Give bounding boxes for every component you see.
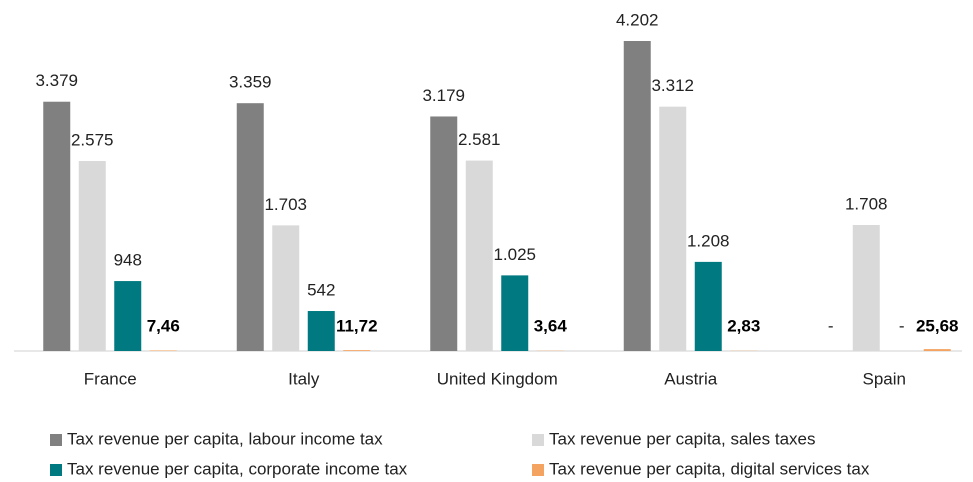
data-label: 2.581 [458, 130, 501, 149]
legend-swatch [50, 434, 62, 446]
data-label: 25,68 [916, 316, 959, 335]
data-label: 1.708 [845, 194, 888, 213]
data-label: 4.202 [616, 10, 659, 29]
data-label: 3.379 [35, 71, 78, 90]
bar [43, 101, 71, 351]
data-label: 1.208 [687, 231, 730, 250]
legend-swatch [50, 464, 62, 476]
bar [623, 41, 651, 351]
data-label: - [828, 316, 834, 335]
bar [430, 116, 458, 351]
bar [343, 350, 371, 351]
bar [272, 225, 300, 351]
data-label: 2.575 [71, 131, 114, 150]
bar [465, 160, 493, 351]
x-tick-label: Austria [664, 369, 717, 388]
x-tick-label: Italy [288, 369, 320, 388]
data-label: 3,64 [534, 316, 568, 335]
data-label: 7,46 [147, 316, 180, 335]
x-tick-label: France [84, 369, 137, 388]
data-label: 2,83 [727, 316, 760, 335]
legend-label: Tax revenue per capita, digital services… [549, 459, 870, 478]
bar [501, 275, 529, 351]
bar [78, 161, 106, 351]
data-label: 3.179 [422, 86, 465, 105]
x-tick-label: Spain [863, 369, 906, 388]
data-label: - [899, 316, 905, 335]
data-label: 3.312 [651, 76, 694, 95]
data-label: 1.703 [264, 195, 307, 214]
legend-label: Tax revenue per capita, corporate income… [67, 459, 408, 478]
bar [114, 281, 142, 351]
data-label: 3.359 [229, 73, 272, 92]
data-label: 542 [307, 280, 335, 299]
legend-label: Tax revenue per capita, sales taxes [549, 429, 815, 448]
legend-swatch [532, 434, 544, 446]
bar [923, 349, 951, 351]
x-tick-label: United Kingdom [437, 369, 558, 388]
bar [307, 311, 335, 351]
bar [659, 106, 687, 351]
legend-label: Tax revenue per capita, labour income ta… [67, 429, 383, 448]
legend-swatch [532, 464, 544, 476]
data-label: 11,72 [336, 316, 378, 335]
bar [236, 103, 264, 352]
data-label: 948 [114, 251, 142, 270]
data-label: 1.025 [493, 245, 536, 264]
bar [149, 350, 177, 351]
bar [694, 261, 722, 351]
bar [852, 224, 880, 351]
